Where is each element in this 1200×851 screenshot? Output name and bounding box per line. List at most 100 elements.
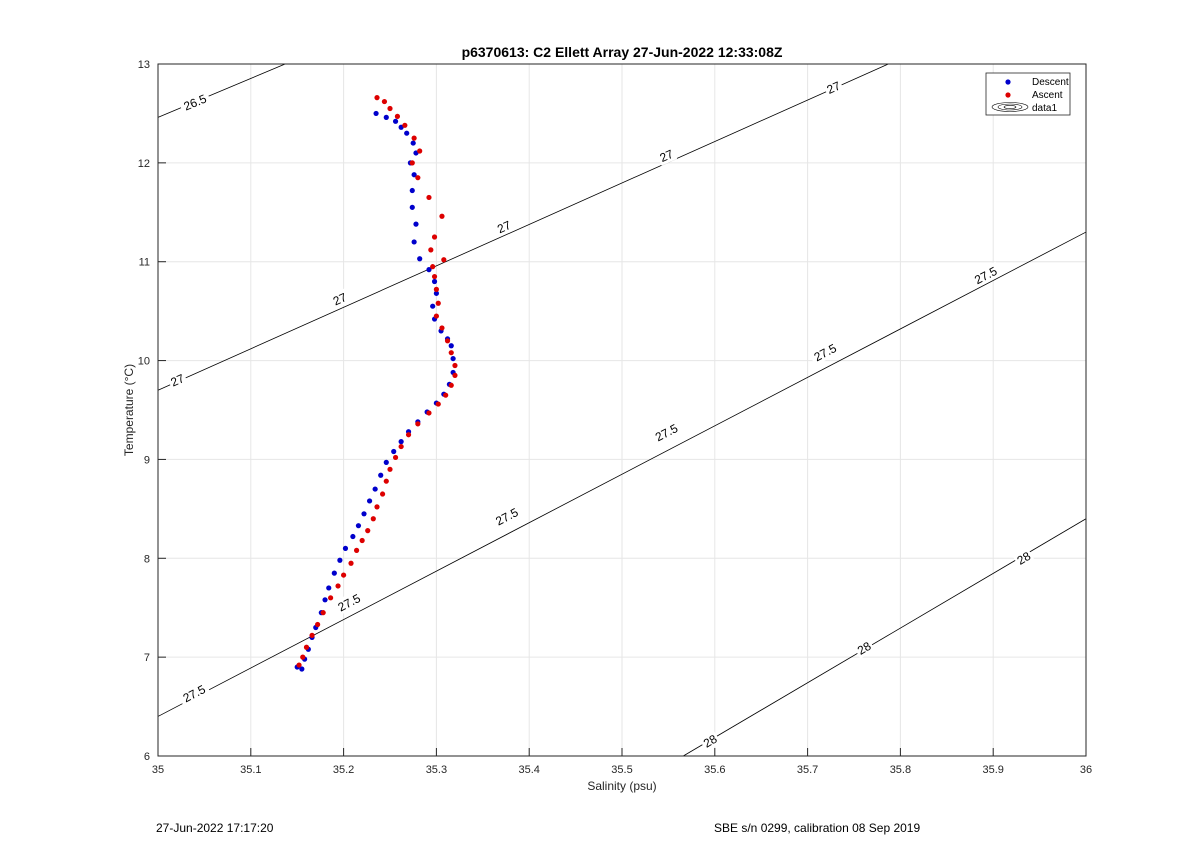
y-tick-label: 11 <box>139 257 150 269</box>
contour-label-bg <box>968 261 1003 289</box>
descent-point <box>430 303 436 309</box>
ascent-point <box>452 362 458 369</box>
data-points <box>294 95 458 672</box>
ascent-point <box>303 644 310 650</box>
contour-label-bg <box>808 338 842 366</box>
descent-point <box>409 187 415 194</box>
ascent-point <box>387 466 393 472</box>
x-tick-label: 35.1 <box>240 764 261 776</box>
descent-point <box>366 498 373 504</box>
isopycnal-27-line <box>157 63 889 391</box>
y-tick-label: 12 <box>138 158 150 170</box>
y-tick-label: 6 <box>144 751 150 763</box>
descent-point <box>431 278 438 285</box>
x-tick-label: 35.8 <box>890 764 911 776</box>
ascent-point <box>417 148 423 154</box>
ascent-point <box>426 410 432 416</box>
contour-label-bg <box>649 418 684 446</box>
legend: Descent Ascent data1 <box>985 72 1071 116</box>
ascent-point <box>405 432 412 438</box>
contour-label-27: 27 <box>495 218 513 236</box>
ascent-point <box>387 105 393 112</box>
descent-point <box>410 140 416 146</box>
x-tick-label: 35.9 <box>982 764 1003 776</box>
ascent-point <box>433 313 439 319</box>
contour-label-bg <box>178 89 212 115</box>
descent-point <box>392 118 399 124</box>
descent-point <box>383 459 389 465</box>
contour-label-bg <box>698 729 722 752</box>
ascent-point <box>431 273 438 280</box>
ascent-point <box>300 654 306 660</box>
ascent-point <box>335 583 341 589</box>
ascent-point <box>381 98 388 105</box>
x-tick-label: 35.4 <box>518 764 539 776</box>
ascent-point <box>374 95 380 101</box>
contour-label-bg <box>1012 547 1035 569</box>
descent-point <box>337 557 343 563</box>
descent-point <box>411 172 417 178</box>
x-tick-label: 35.6 <box>704 764 725 776</box>
ascent-point <box>296 662 302 668</box>
y-tick-label: 9 <box>144 454 150 466</box>
ascent-point <box>448 382 454 388</box>
contour-label-bg <box>332 588 366 616</box>
ascent-point <box>370 516 376 522</box>
x-axis-ticks: 35 35.1 35.2 35.3 35.4 35.5 35.6 35.7 35.8 35.9 36 <box>152 748 1092 776</box>
grid <box>158 64 1086 756</box>
descent-point <box>373 110 379 117</box>
ascent-point <box>426 194 432 201</box>
legend-label-descent: Descent <box>1032 77 1069 88</box>
legend-marker-descent <box>1005 79 1011 85</box>
legend-box <box>985 72 1071 116</box>
descent-point <box>326 585 332 591</box>
chart-title: p6370613: C2 Ellett Array 27-Jun-2022 12… <box>462 44 783 60</box>
ascent-point <box>444 338 451 344</box>
descent-point <box>409 204 415 210</box>
ascent-point <box>383 478 389 484</box>
descent-point <box>417 256 423 262</box>
contour-label-bg <box>852 637 876 659</box>
ascent-point <box>353 547 360 553</box>
y-axis-ticks: 6 7 8 9 10 11 12 13 <box>138 59 166 763</box>
x-tick-label: 35.5 <box>611 764 632 776</box>
descent-point <box>404 130 410 136</box>
ascent-point <box>315 621 321 628</box>
ascent-point <box>365 528 371 534</box>
ascent-point <box>402 122 408 128</box>
descent-point <box>355 523 362 529</box>
legend-label-ascent: Ascent <box>1032 90 1063 101</box>
ascent-point <box>415 421 421 427</box>
y-tick-label: 7 <box>144 652 150 664</box>
ascent-point <box>439 325 445 331</box>
descent-point <box>350 533 356 540</box>
descent-point <box>411 239 417 245</box>
isopycnal-26.5-line <box>157 63 286 118</box>
contour-label-bg <box>655 145 678 166</box>
descent-point <box>448 343 454 349</box>
ascent-point <box>359 537 365 544</box>
contour-label-bg <box>166 369 189 391</box>
ascent-point <box>448 350 454 356</box>
contour-label-bg <box>177 679 211 707</box>
contour-label-27: 27 <box>169 371 187 389</box>
x-axis-label: Salinity (psu) <box>587 779 656 793</box>
descent-point <box>433 290 439 296</box>
footer-timestamp: 27-Jun-2022 17:17:20 <box>156 821 274 835</box>
x-tick-label: 36 <box>1080 764 1092 776</box>
x-tick-label: 35 <box>152 764 164 776</box>
ascent-point <box>411 135 417 141</box>
contour-label-27: 27 <box>658 147 676 165</box>
ascent-point <box>428 247 434 253</box>
ascent-point <box>435 401 441 407</box>
contour-icon <box>991 102 1029 112</box>
ascent-point <box>309 632 315 638</box>
descent-point <box>378 472 384 478</box>
ascent-point <box>374 504 380 510</box>
ascent-point <box>392 454 399 461</box>
contour-label-27: 27 <box>825 78 843 96</box>
legend-label-data1: data1 <box>1032 103 1057 114</box>
contour-label-28: 28 <box>1015 549 1034 568</box>
descent-point <box>450 355 456 362</box>
